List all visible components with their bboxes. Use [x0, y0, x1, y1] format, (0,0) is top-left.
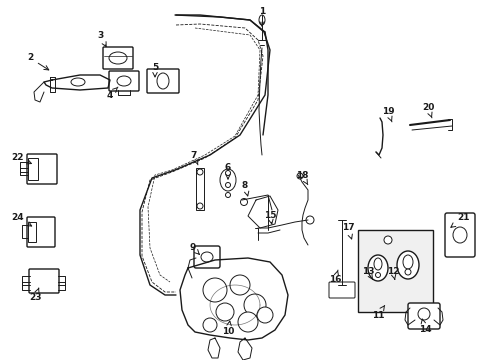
Ellipse shape — [197, 169, 203, 175]
Text: 19: 19 — [381, 108, 393, 122]
Ellipse shape — [404, 269, 410, 275]
Text: 10: 10 — [222, 321, 234, 337]
FancyBboxPatch shape — [27, 154, 57, 184]
FancyBboxPatch shape — [147, 69, 179, 93]
Ellipse shape — [71, 78, 85, 86]
Bar — [196, 168, 203, 210]
FancyBboxPatch shape — [109, 71, 139, 91]
Ellipse shape — [201, 252, 213, 262]
Text: 17: 17 — [341, 224, 354, 239]
Ellipse shape — [375, 273, 380, 278]
Text: 1: 1 — [258, 8, 264, 26]
Ellipse shape — [396, 251, 418, 279]
Ellipse shape — [225, 183, 230, 188]
Ellipse shape — [216, 303, 234, 321]
Text: 3: 3 — [97, 31, 106, 46]
Ellipse shape — [373, 258, 381, 270]
Ellipse shape — [305, 216, 313, 224]
Text: 15: 15 — [263, 211, 276, 224]
Text: 13: 13 — [361, 267, 373, 279]
Ellipse shape — [109, 52, 127, 64]
Ellipse shape — [257, 307, 272, 323]
Ellipse shape — [240, 198, 247, 206]
Text: 14: 14 — [418, 319, 430, 334]
Bar — [357, 230, 432, 312]
Text: 20: 20 — [421, 104, 433, 118]
Text: 2: 2 — [27, 54, 49, 70]
Ellipse shape — [203, 278, 226, 302]
Ellipse shape — [238, 312, 258, 332]
Bar — [28, 222, 36, 242]
Ellipse shape — [452, 227, 466, 243]
Ellipse shape — [197, 203, 203, 209]
Text: 18: 18 — [295, 171, 307, 185]
Ellipse shape — [203, 318, 217, 332]
Ellipse shape — [367, 255, 387, 281]
Text: 12: 12 — [386, 267, 398, 279]
FancyBboxPatch shape — [444, 213, 474, 257]
Text: 21: 21 — [450, 213, 468, 228]
Ellipse shape — [417, 308, 429, 320]
Ellipse shape — [229, 275, 249, 295]
Text: 22: 22 — [12, 153, 31, 164]
Ellipse shape — [220, 169, 236, 191]
FancyBboxPatch shape — [407, 303, 439, 329]
Ellipse shape — [259, 15, 264, 25]
Ellipse shape — [225, 193, 230, 198]
Text: 9: 9 — [189, 243, 199, 254]
Text: 11: 11 — [371, 305, 384, 320]
Ellipse shape — [225, 171, 230, 175]
FancyBboxPatch shape — [103, 47, 133, 69]
Text: 7: 7 — [190, 150, 198, 165]
Text: 24: 24 — [12, 213, 32, 226]
Ellipse shape — [402, 255, 412, 269]
FancyBboxPatch shape — [328, 282, 354, 298]
Text: 4: 4 — [106, 87, 118, 99]
Text: 23: 23 — [29, 288, 41, 302]
FancyBboxPatch shape — [27, 217, 55, 247]
Ellipse shape — [244, 294, 265, 316]
Text: 16: 16 — [328, 270, 341, 284]
Ellipse shape — [296, 173, 303, 179]
FancyBboxPatch shape — [194, 246, 220, 268]
Bar — [28, 158, 38, 180]
Ellipse shape — [157, 73, 169, 89]
Text: 5: 5 — [152, 63, 158, 77]
Text: 6: 6 — [224, 163, 231, 179]
Ellipse shape — [383, 236, 391, 244]
Ellipse shape — [117, 76, 131, 86]
Text: 8: 8 — [242, 180, 248, 196]
FancyBboxPatch shape — [29, 269, 59, 293]
